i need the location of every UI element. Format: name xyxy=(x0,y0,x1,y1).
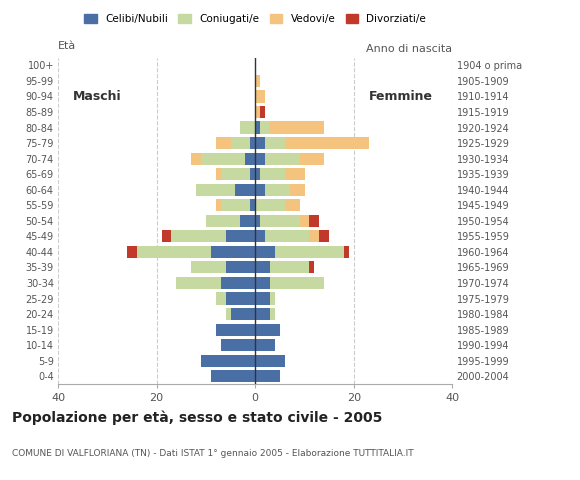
Bar xyxy=(319,230,329,242)
Bar xyxy=(255,370,280,382)
Bar xyxy=(310,262,314,274)
Bar xyxy=(255,262,270,274)
Bar xyxy=(255,90,265,103)
Bar xyxy=(290,184,304,196)
Bar xyxy=(231,308,255,320)
Bar xyxy=(310,215,319,227)
Text: Maschi: Maschi xyxy=(72,90,121,103)
Bar xyxy=(265,153,299,165)
Text: Età: Età xyxy=(58,41,76,51)
Bar xyxy=(255,199,285,211)
Text: Anno di nascita: Anno di nascita xyxy=(367,44,452,54)
Bar xyxy=(137,246,211,258)
Bar xyxy=(127,246,137,258)
Bar xyxy=(196,184,235,196)
Text: COMUNE DI VALFLORIANA (TN) - Dati ISTAT 1° gennaio 2005 - Elaborazione TUTTITALI: COMUNE DI VALFLORIANA (TN) - Dati ISTAT … xyxy=(12,449,413,458)
Bar xyxy=(255,246,275,258)
Bar xyxy=(285,137,369,149)
Bar xyxy=(260,106,265,118)
Bar xyxy=(344,246,349,258)
Bar xyxy=(255,168,260,180)
Bar xyxy=(265,230,310,242)
Bar xyxy=(226,262,255,274)
Legend: Celibi/Nubili, Coniugati/e, Vedovi/e, Divorziati/e: Celibi/Nubili, Coniugati/e, Vedovi/e, Di… xyxy=(80,10,430,28)
Bar xyxy=(172,230,226,242)
Bar xyxy=(255,355,285,367)
Bar xyxy=(285,199,300,211)
Bar xyxy=(275,246,344,258)
Bar xyxy=(216,137,231,149)
Bar xyxy=(231,137,251,149)
Bar xyxy=(270,292,275,305)
Text: Femmine: Femmine xyxy=(369,90,433,103)
Bar xyxy=(176,277,220,289)
Bar xyxy=(255,308,270,320)
Bar xyxy=(270,262,310,274)
Bar xyxy=(216,292,226,305)
Bar xyxy=(270,308,275,320)
Bar xyxy=(241,215,255,227)
Bar xyxy=(260,168,285,180)
Bar xyxy=(191,153,201,165)
Bar xyxy=(211,370,255,382)
Bar xyxy=(211,246,255,258)
Bar xyxy=(226,292,255,305)
Bar xyxy=(191,262,226,274)
Bar xyxy=(265,137,285,149)
Bar xyxy=(226,230,255,242)
Bar xyxy=(255,184,265,196)
Bar xyxy=(270,277,324,289)
Bar xyxy=(270,121,324,133)
Bar xyxy=(255,137,265,149)
Bar xyxy=(251,199,255,211)
Bar xyxy=(285,168,304,180)
Bar xyxy=(161,230,172,242)
Bar xyxy=(216,199,220,211)
Bar xyxy=(310,230,319,242)
Bar xyxy=(265,184,289,196)
Bar xyxy=(220,168,251,180)
Bar xyxy=(300,153,324,165)
Bar xyxy=(255,215,260,227)
Bar xyxy=(251,168,255,180)
Bar xyxy=(206,215,241,227)
Bar xyxy=(255,75,260,87)
Bar xyxy=(255,339,275,351)
Bar xyxy=(255,292,270,305)
Bar xyxy=(255,277,270,289)
Bar xyxy=(251,137,255,149)
Bar xyxy=(255,153,265,165)
Bar xyxy=(260,215,299,227)
Bar xyxy=(216,168,220,180)
Bar xyxy=(220,277,255,289)
Bar xyxy=(220,339,255,351)
Bar xyxy=(300,215,310,227)
Bar xyxy=(255,121,260,133)
Bar xyxy=(216,324,255,336)
Bar xyxy=(255,106,260,118)
Bar xyxy=(255,324,280,336)
Bar xyxy=(235,184,255,196)
Bar xyxy=(226,308,231,320)
Bar xyxy=(201,355,255,367)
Bar xyxy=(220,199,251,211)
Bar xyxy=(255,230,265,242)
Bar xyxy=(241,121,255,133)
Text: Popolazione per età, sesso e stato civile - 2005: Popolazione per età, sesso e stato civil… xyxy=(12,411,382,425)
Bar xyxy=(245,153,255,165)
Bar xyxy=(201,153,245,165)
Bar xyxy=(260,121,270,133)
